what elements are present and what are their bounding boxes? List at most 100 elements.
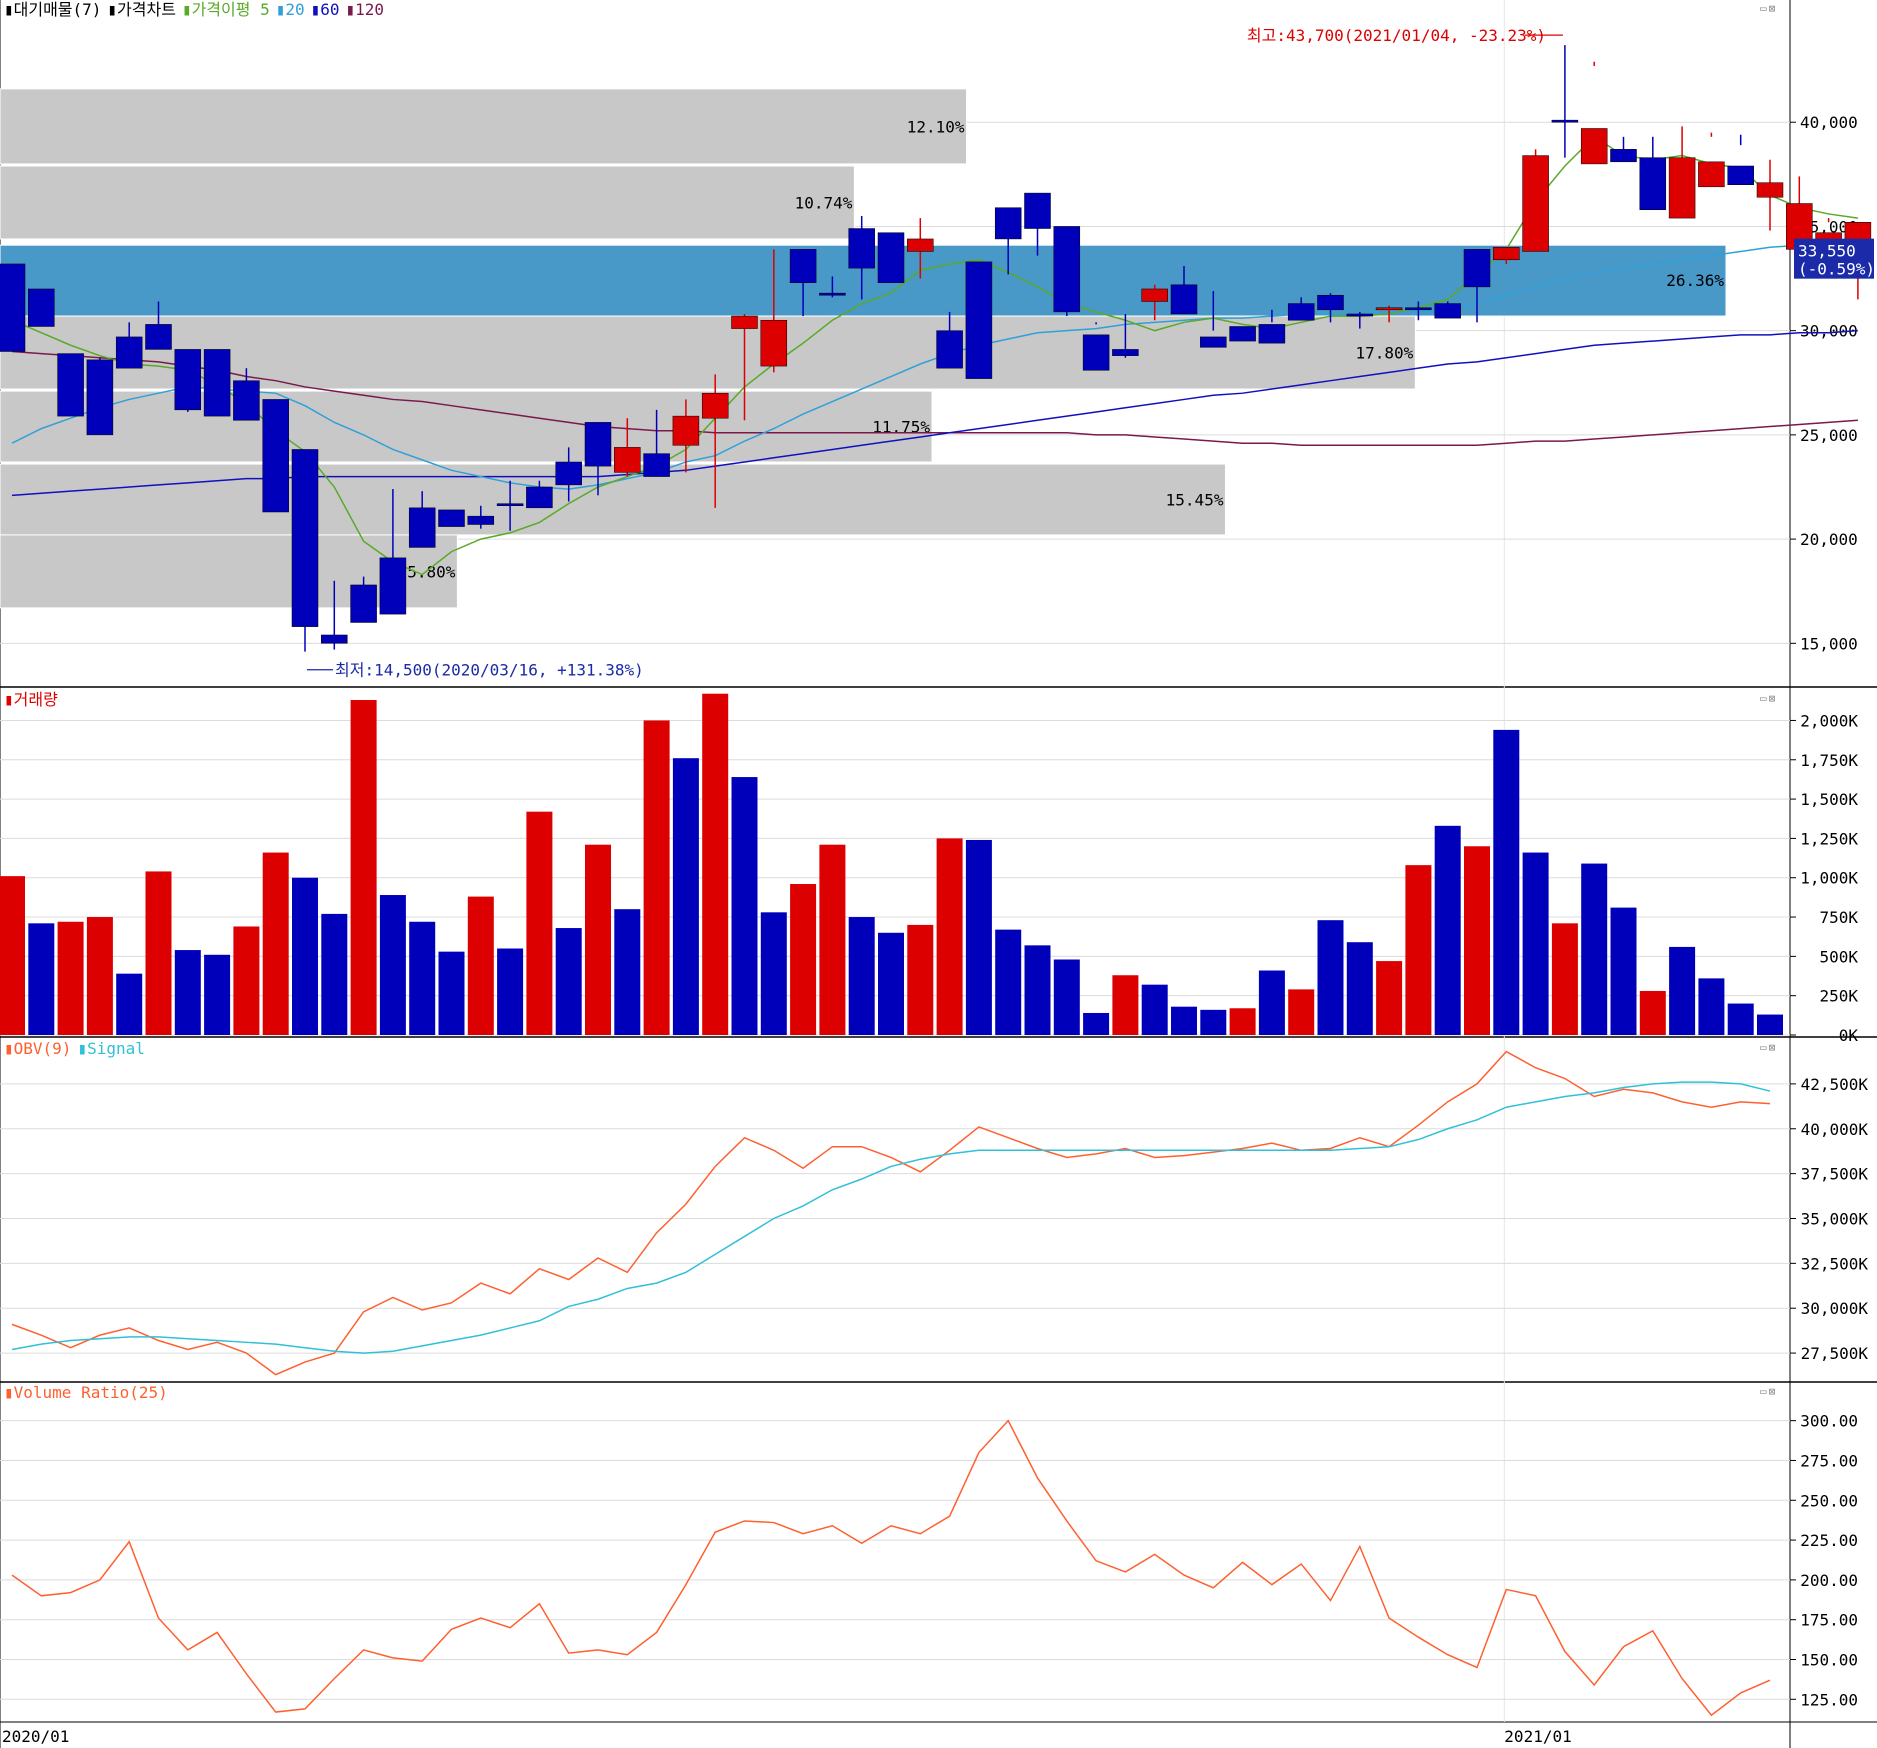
volume-bar-30 (878, 932, 904, 1035)
volume-bar-54 (1581, 863, 1608, 1035)
candle-body-32 (936, 330, 963, 369)
current-price-change: (-0.59%) (1798, 260, 1875, 279)
candle-body-22 (643, 453, 670, 477)
volume-legend-item-0[interactable]: ▮거래량 (4, 690, 58, 709)
price-legend-item-1[interactable]: ▮가격차트 (107, 0, 176, 19)
price-legend: ▮대기매물(7) ▮가격차트 ▮가격이평 5 ▮20 ▮60 ▮120 (4, 0, 390, 20)
supply-band-label-3: 17.80% (1356, 344, 1414, 363)
volume-panel-controls[interactable]: ▭⊠ (1760, 692, 1778, 705)
candle-body-17 (496, 503, 524, 506)
volume-bar-44 (1288, 989, 1315, 1035)
volume-bar-21 (614, 909, 641, 1035)
obv-tick-label-4: 37,500K (1801, 1165, 1869, 1184)
candle-body-51 (1493, 247, 1520, 261)
ma60-line (11, 329, 1858, 497)
candle-body-8 (233, 380, 260, 421)
volume-tick-label-6: 1,500K (1800, 790, 1858, 809)
vr-panel-controls[interactable]: ▭⊠ (1760, 1385, 1778, 1398)
supply-band-0 (0, 88, 968, 165)
price-legend-item-2[interactable]: ▮가격이평 5 (181, 0, 270, 19)
candle-body-42 (1229, 326, 1256, 342)
price-legend-item-4[interactable]: ▮60 (310, 0, 340, 19)
vr-tick-label-5: 250.00 (1800, 1491, 1858, 1510)
candle-body-43 (1258, 324, 1286, 344)
volume-bar-53 (1551, 923, 1578, 1035)
candle-body-6 (174, 349, 202, 411)
candle-body-21 (614, 447, 641, 473)
candle-body-37 (1082, 334, 1110, 371)
price-legend-item-5[interactable]: ▮120 (345, 0, 385, 19)
supply-band-label-1: 10.74% (795, 193, 853, 212)
candle-body-47 (1375, 307, 1403, 311)
volume-bar-43 (1258, 970, 1285, 1035)
obv-legend: ▮OBV(9) ▮Signal (4, 1039, 151, 1059)
candle-body-25 (731, 315, 758, 329)
volume-bar-8 (233, 926, 260, 1035)
volume-bar-28 (819, 844, 846, 1035)
volume-bar-5 (145, 871, 172, 1035)
volume-bar-50 (1464, 846, 1490, 1035)
volume-bar-32 (936, 838, 963, 1035)
price-tick-label-1: 20,000 (1800, 530, 1858, 549)
candle-body-60 (1756, 182, 1784, 198)
supply-band-3 (0, 315, 1416, 390)
candle-body-35 (1024, 192, 1051, 229)
obv-legend-item-0[interactable]: ▮OBV(9) (4, 1039, 72, 1058)
volume-bar-12 (350, 700, 377, 1035)
candle-body-59 (1727, 165, 1754, 186)
candle-body-12 (350, 584, 377, 623)
candle-body-39 (1141, 288, 1168, 302)
candle-body-1 (28, 288, 55, 327)
candle-body-7 (203, 349, 231, 417)
candle-body-54 (1580, 128, 1608, 165)
volume-bar-29 (848, 917, 875, 1035)
volume-bar-56 (1639, 990, 1666, 1035)
obv-tick-label-0: 27,500K (1801, 1344, 1869, 1363)
price-legend-item-3[interactable]: ▮20 (275, 0, 305, 19)
candle-body-56 (1639, 157, 1667, 211)
volume-bar-37 (1083, 1012, 1110, 1035)
price-panel-controls[interactable]: ▭⊠ (1760, 2, 1778, 15)
volume-tick-label-1: 250K (1819, 987, 1858, 1006)
candle-body-27 (789, 249, 817, 283)
volume-bar-14 (409, 921, 436, 1035)
obv-tick-label-1: 30,000K (1801, 1299, 1869, 1318)
volume-bar-1 (28, 923, 55, 1035)
volume-bar-19 (555, 928, 582, 1035)
volume-bar-17 (497, 948, 524, 1035)
volume-bar-36 (1053, 959, 1080, 1035)
candle-body-28 (819, 292, 846, 296)
price-tick-label-5: 40,000 (1800, 113, 1858, 132)
volume-tick-label-8: 2,000K (1800, 711, 1858, 730)
supply-band-5 (0, 463, 1226, 536)
candle-body-4 (115, 336, 143, 369)
candle-body-57 (1668, 157, 1696, 219)
vr-tick-label-2: 175.00 (1800, 1611, 1858, 1630)
obv-tick-label-5: 40,000K (1801, 1120, 1869, 1139)
obv-series-line-0 (11, 1050, 1771, 1376)
price-legend-item-0[interactable]: ▮대기매물(7) (4, 0, 102, 19)
volume-tick-label-3: 750K (1819, 908, 1858, 927)
obv-panel-controls[interactable]: ▭⊠ (1760, 1041, 1778, 1054)
obv-tick-label-6: 42,500K (1801, 1075, 1869, 1094)
candle-body-5 (145, 324, 172, 350)
vr-legend-item-0[interactable]: ▮Volume Ratio(25) (4, 1383, 168, 1402)
supply-band-label-2: 26.36% (1666, 271, 1724, 290)
candle-body-44 (1287, 303, 1315, 321)
volume-bar-58 (1698, 978, 1725, 1035)
candle-body-10 (291, 449, 319, 627)
volume-bar-31 (907, 924, 934, 1035)
x-axis-label-0: 2020/01 (2, 1727, 69, 1746)
ma120-line (11, 350, 1858, 447)
volume-bar-10 (292, 877, 318, 1035)
vr-tick-label-1: 150.00 (1800, 1650, 1858, 1669)
candle-body-58 (1698, 161, 1725, 188)
obv-legend-item-1[interactable]: ▮Signal (77, 1039, 145, 1058)
volume-bar-23 (672, 758, 699, 1035)
candle-body-40 (1170, 284, 1198, 315)
candle-body-36 (1053, 226, 1081, 313)
volume-bar-11 (321, 913, 348, 1035)
volume-bar-60 (1757, 1014, 1783, 1035)
volume-bar-24 (702, 693, 729, 1035)
